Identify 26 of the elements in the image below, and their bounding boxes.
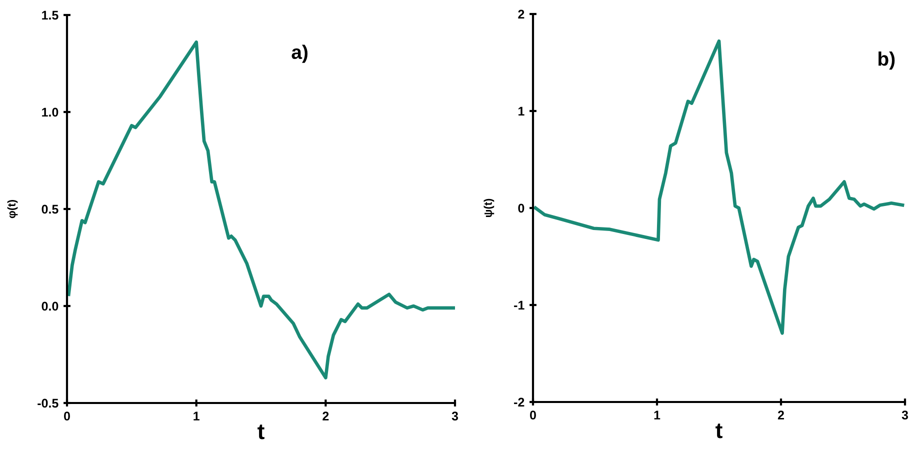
x-tick-label: 2 (322, 412, 329, 420)
x-axis-title: t (716, 424, 722, 438)
y-tick-label: 2 (518, 10, 524, 19)
y-tick-label: 0.0 (42, 302, 58, 311)
line-series (534, 39, 904, 335)
x-tick-label: 0 (64, 412, 70, 421)
y-axis-title: φ(t) (7, 200, 18, 218)
y-tick-label: -0.5 (38, 398, 58, 408)
x-tick-label: 3 (452, 412, 458, 421)
x-tick-label: 2 (778, 410, 784, 420)
x-axis-title: t (258, 424, 264, 440)
y-axis-title: ψ(t) (484, 198, 494, 218)
y-tick-label: 1.5 (42, 10, 58, 20)
text: b) (878, 51, 895, 70)
line-series (67, 40, 455, 380)
y-tick-label: -2 (514, 398, 524, 407)
y-tick-label: 0.5 (42, 204, 58, 214)
x-tick-label: 0 (530, 410, 536, 420)
x-tick-label: 1 (194, 412, 200, 420)
text: a) (292, 44, 308, 63)
x-tick-label: 3 (902, 410, 908, 420)
y-tick-label: -1 (514, 300, 524, 310)
y-tick-label: 1 (518, 106, 524, 116)
x-tick-label: 1 (654, 410, 660, 420)
y-tick-label: 1.0 (42, 108, 58, 117)
y-tick-label: 0 (518, 204, 524, 213)
